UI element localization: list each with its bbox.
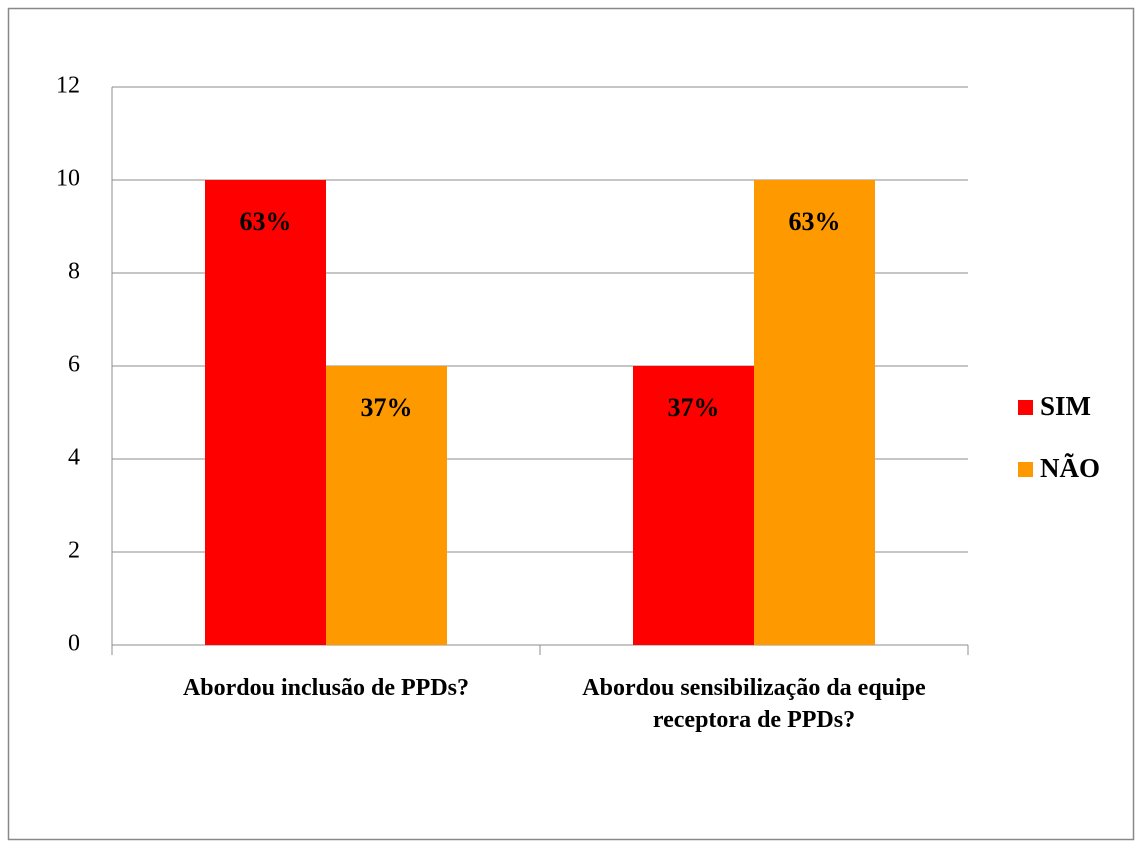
legend-label: NÃO — [1040, 453, 1100, 483]
bar — [205, 180, 326, 645]
legend-swatch — [1018, 462, 1033, 477]
y-tick-label: 10 — [56, 166, 80, 192]
bar — [633, 366, 754, 645]
bar — [326, 366, 447, 645]
y-tick-label: 8 — [68, 259, 80, 285]
data-label: 37% — [668, 393, 720, 422]
data-label: 37% — [361, 393, 413, 422]
chart-frame — [7, 7, 1135, 841]
legend-swatch — [1018, 400, 1033, 415]
legend-label: SIM — [1040, 391, 1091, 421]
y-tick-label: 6 — [68, 352, 80, 378]
data-label: 63% — [240, 207, 292, 236]
bar — [754, 180, 875, 645]
y-tick-label: 0 — [68, 631, 80, 657]
data-label: 63% — [789, 207, 841, 236]
y-tick-label: 4 — [68, 445, 80, 471]
y-tick-label: 12 — [56, 73, 80, 99]
x-tick-label: Abordou sensibilização da equipe recepto… — [582, 675, 926, 733]
x-tick-label: Abordou inclusão de PPDs? — [182, 675, 470, 701]
y-tick-label: 2 — [68, 538, 80, 564]
